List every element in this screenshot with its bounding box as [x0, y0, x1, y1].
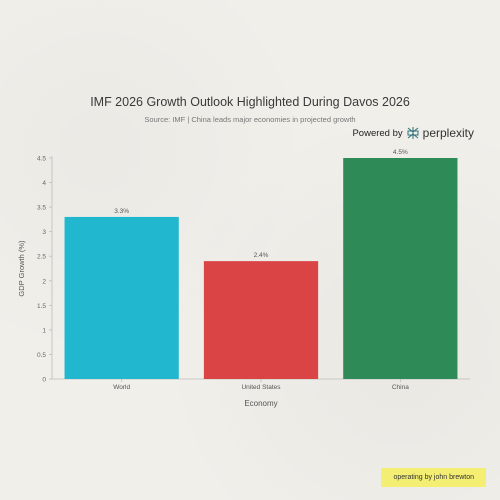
y-axis-label: GDP Growth (%): [17, 240, 26, 297]
x-tick-label: United States: [241, 384, 281, 391]
x-tick-label: China: [392, 384, 409, 391]
perplexity-logo-icon: [407, 127, 419, 139]
powered-by: Powered by perplexity: [352, 126, 474, 140]
author-badge: operating by john brewton: [381, 468, 486, 487]
powered-by-label: Powered by: [352, 127, 403, 139]
bar: [343, 158, 458, 379]
y-tick-label: 2.5: [37, 254, 46, 261]
x-axis-label: Economy: [244, 399, 277, 408]
y-tick-label: 3: [42, 229, 46, 236]
y-tick-label: 0: [42, 377, 46, 384]
bar: [203, 261, 319, 379]
perplexity-brand: perplexity: [422, 126, 474, 140]
bar: [64, 216, 179, 379]
y-tick-label: 4.5: [37, 156, 46, 163]
bar-value-label: 4.5%: [393, 149, 408, 156]
y-tick-label: 1: [42, 327, 46, 334]
y-tick-label: 0.5: [37, 352, 46, 359]
x-tick-label: World: [113, 384, 130, 391]
bar-value-label: 2.4%: [254, 252, 269, 259]
bar-value-label: 3.3%: [114, 208, 129, 215]
chart-title: IMF 2026 Growth Outlook Highlighted Duri…: [90, 95, 410, 109]
y-tick-label: 1.5: [37, 303, 46, 310]
y-tick-label: 2: [42, 278, 46, 285]
y-tick-label: 4: [42, 180, 46, 187]
y-tick-label: 3.5: [37, 205, 46, 212]
chart-subtitle: Source: IMF | China leads major economie…: [144, 115, 356, 124]
